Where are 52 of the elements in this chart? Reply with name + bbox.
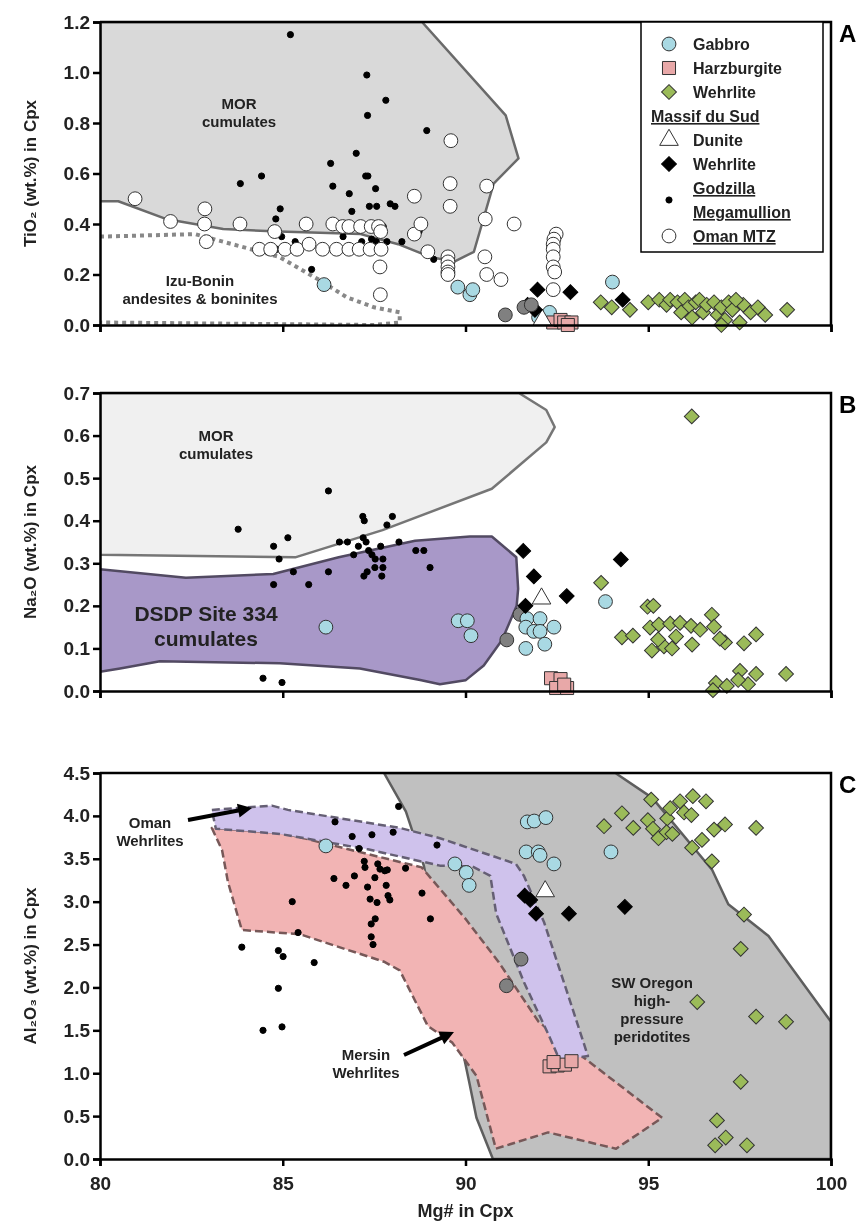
y-tick-label: 1.5	[63, 1019, 91, 1041]
y-tick-label: 1.0	[63, 1062, 90, 1084]
y-tick-label: 2.5	[63, 934, 91, 956]
annotation: MOR cumulates	[201, 95, 277, 131]
y-tick-label: 0.2	[63, 264, 90, 286]
legend-label: Wehrlite	[693, 156, 756, 173]
y-tick-label: 1.0	[63, 62, 90, 84]
y-tick-label: 0.2	[63, 595, 90, 617]
x-tick-label: 80	[89, 1172, 112, 1194]
y-tick-label: 0.6	[63, 163, 90, 185]
legend-title: Massif du Sud	[651, 108, 760, 125]
x-tick-label: 95	[638, 1172, 660, 1194]
y-tick-label: 0.5	[63, 467, 91, 489]
y-tick-label: 4.0	[63, 805, 90, 827]
annotation: Mersin Wehrlites	[332, 1046, 400, 1082]
x-tick-label: 90	[455, 1172, 477, 1194]
x-tick-label: 85	[272, 1172, 295, 1194]
y-axis-title: Na₂O (wt.%) in Cpx	[21, 464, 40, 619]
annotation: Oman Wehrlites	[116, 814, 184, 850]
y-tick-label: 1.2	[63, 11, 90, 33]
annotation: Izu-Bonin andesites & boninites	[122, 272, 278, 308]
y-tick-label: 3.5	[63, 848, 91, 870]
y-axis-title: Al₂O₃ (wt.%) in Cpx	[21, 886, 40, 1045]
y-tick-label: 2.0	[63, 977, 90, 999]
legend-label: Gabbro	[693, 36, 751, 53]
legend-label: Harzburgite	[693, 60, 782, 77]
legend-label: Godzilla Megamullion	[693, 180, 791, 221]
legend-label: Dunite	[693, 132, 743, 149]
text: B	[839, 391, 857, 418]
y-tick-label: 0.4	[63, 510, 91, 532]
y-tick-label: 0.6	[63, 425, 90, 447]
y-tick-label: 0.8	[63, 112, 90, 134]
y-tick-label: 0.7	[63, 382, 90, 404]
y-tick-label: 0.0	[63, 314, 90, 336]
text: A	[839, 20, 857, 47]
text: C	[839, 771, 857, 798]
annotation: MOR cumulates	[178, 427, 254, 463]
annotation: SW Oregon high- pressure peridotites	[611, 974, 693, 1046]
legend-label: Oman MTZ	[693, 228, 776, 245]
y-tick-label: 0.0	[63, 680, 90, 702]
y-axis-title: TiO₂ (wt.%) in Cpx	[21, 99, 40, 248]
y-tick-label: 0.0	[63, 1148, 90, 1170]
y-tick-label: 0.1	[63, 638, 91, 660]
y-tick-label: 0.3	[63, 552, 90, 574]
y-tick-label: 0.5	[63, 1105, 91, 1127]
y-tick-label: 3.0	[63, 891, 90, 913]
x-axis-title: Mg# in Cpx	[417, 1201, 514, 1221]
y-tick-label: 4.5	[63, 762, 91, 784]
legend-label: Wehrlite	[693, 84, 756, 101]
annotation: DSDP Site 334 cumulates	[134, 601, 278, 650]
x-tick-label: 100	[815, 1172, 848, 1194]
y-tick-label: 0.4	[63, 213, 91, 235]
